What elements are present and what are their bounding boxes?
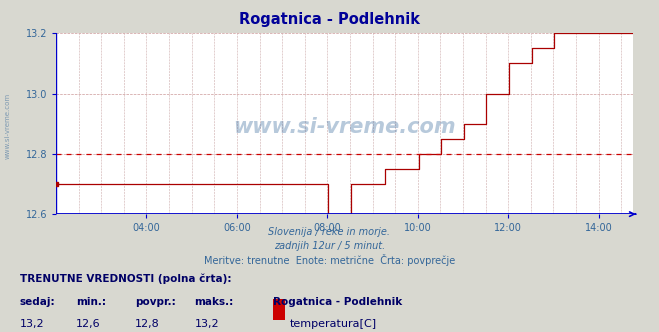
- Text: 12,6: 12,6: [76, 319, 100, 329]
- Text: Meritve: trenutne  Enote: metrične  Črta: povprečje: Meritve: trenutne Enote: metrične Črta: …: [204, 254, 455, 266]
- Text: povpr.:: povpr.:: [135, 297, 176, 307]
- Text: Rogatnica - Podlehnik: Rogatnica - Podlehnik: [273, 297, 403, 307]
- Text: TRENUTNE VREDNOSTI (polna črta):: TRENUTNE VREDNOSTI (polna črta):: [20, 274, 231, 285]
- Text: 13,2: 13,2: [20, 319, 44, 329]
- Text: www.si-vreme.com: www.si-vreme.com: [233, 117, 455, 137]
- Text: 12,8: 12,8: [135, 319, 160, 329]
- Text: temperatura[C]: temperatura[C]: [289, 319, 376, 329]
- Text: www.si-vreme.com: www.si-vreme.com: [5, 93, 11, 159]
- Text: maks.:: maks.:: [194, 297, 234, 307]
- Text: sedaj:: sedaj:: [20, 297, 55, 307]
- Text: 13,2: 13,2: [194, 319, 219, 329]
- Text: Rogatnica - Podlehnik: Rogatnica - Podlehnik: [239, 12, 420, 27]
- Text: Slovenija / reke in morje.: Slovenija / reke in morje.: [268, 227, 391, 237]
- Text: min.:: min.:: [76, 297, 106, 307]
- Text: zadnjih 12ur / 5 minut.: zadnjih 12ur / 5 minut.: [274, 241, 385, 251]
